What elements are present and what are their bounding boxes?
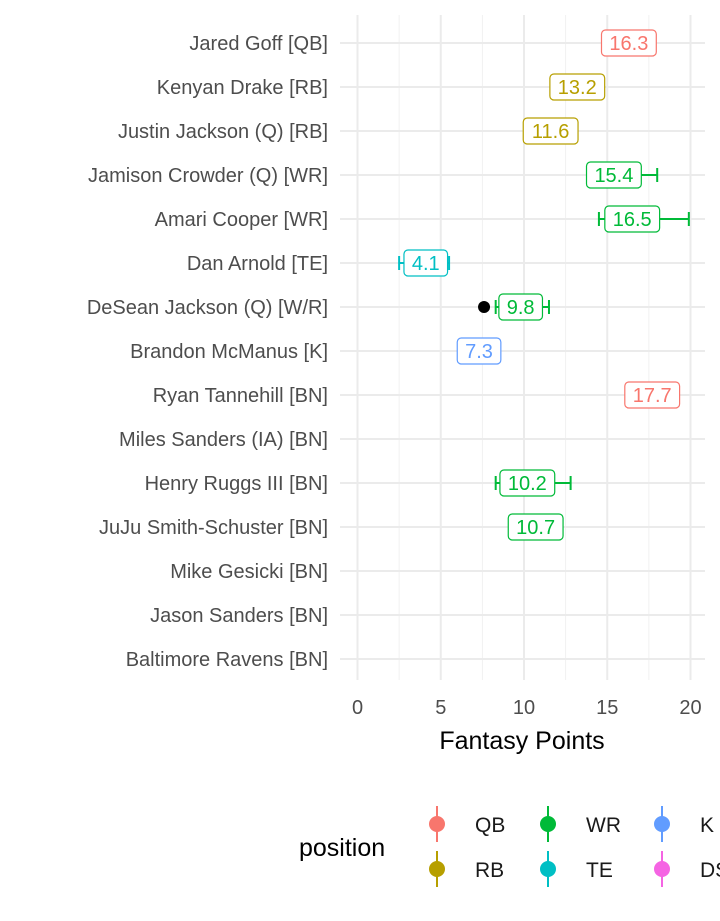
projection-label: 15.4 [594, 165, 633, 187]
projection-label-box [585, 161, 642, 189]
projection-label: 9.8 [507, 297, 535, 319]
projection-label: 4.1 [412, 253, 440, 275]
y-tick-label: Dan Arnold [TE] [187, 253, 328, 275]
projection-label-box [600, 29, 657, 57]
y-tick-label: Kenyan Drake [RB] [157, 77, 328, 99]
y-tick-label: Baltimore Ravens [BN] [126, 649, 328, 671]
x-axis-tick-labels: 0 5 10 15 20 [352, 697, 702, 719]
y-tick-label: Jason Sanders [BN] [150, 605, 328, 627]
projection-label-box [456, 337, 502, 365]
x-tick-label: 5 [435, 697, 446, 719]
projection-label: 16.5 [613, 209, 652, 231]
projection-label-box [549, 73, 606, 101]
legend-key-dot [654, 861, 670, 877]
legend-label: DST [700, 859, 720, 882]
projection-label-box [522, 117, 579, 145]
y-tick-label: Amari Cooper [WR] [155, 209, 328, 231]
y-tick-label: DeSean Jackson (Q) [W/R] [87, 297, 328, 319]
legend-key-dot [540, 861, 556, 877]
legend-key-dot [654, 816, 670, 832]
y-tick-label: Miles Sanders (IA) [BN] [119, 429, 328, 451]
x-axis-title: Fantasy Points [439, 727, 604, 755]
y-tick-label: JuJu Smith-Schuster [BN] [99, 517, 328, 539]
y-tick-label: Mike Gesicki [BN] [170, 561, 328, 583]
projection-label: 10.7 [516, 517, 555, 539]
projection-label: 16.3 [609, 33, 648, 55]
legend-key-dot [540, 816, 556, 832]
x-tick-label: 15 [596, 697, 618, 719]
projection-label: 17.7 [633, 385, 672, 407]
legend-title: position [299, 834, 385, 862]
projection-label: 7.3 [465, 341, 493, 363]
projection-label-box [498, 293, 544, 321]
projection-label: 11.6 [532, 121, 569, 143]
y-tick-label: Justin Jackson (Q) [RB] [118, 121, 328, 143]
projection-label-box [499, 469, 556, 497]
projection-label-box [624, 381, 681, 409]
y-axis-tick-labels: Jared Goff [QB] Kenyan Drake [RB] Justin J… [87, 33, 328, 671]
data-marks: 16.3 13.2 11.6 15.4 16.5 4.1 9.8 7.3 17.7 10.2 10.… [398, 29, 690, 541]
legend: position QB RB WR TE K DST [299, 806, 720, 887]
legend-label: WR [586, 814, 621, 837]
projection-label-box [403, 249, 449, 277]
y-tick-label: Jamison Crowder (Q) [WR] [88, 165, 328, 187]
legend-label: QB [475, 814, 505, 837]
x-tick-label: 10 [513, 697, 535, 719]
y-tick-label: Henry Ruggs III [BN] [145, 473, 328, 495]
legend-key-dot [429, 861, 445, 877]
projection-label-box [507, 513, 564, 541]
projection-label: 10.2 [508, 473, 547, 495]
y-tick-label: Brandon McManus [K] [130, 341, 328, 363]
y-tick-label: Jared Goff [QB] [189, 33, 328, 55]
x-tick-label: 0 [352, 697, 363, 719]
legend-label: TE [586, 859, 613, 882]
legend-label: RB [475, 859, 504, 882]
projection-label-box [604, 205, 661, 233]
y-tick-label: Ryan Tannehill [BN] [153, 385, 328, 407]
actual-point [478, 301, 491, 313]
projection-label: 13.2 [558, 77, 597, 99]
legend-key-dot [429, 816, 445, 832]
x-tick-label: 20 [679, 697, 701, 719]
legend-label: K [700, 814, 714, 837]
